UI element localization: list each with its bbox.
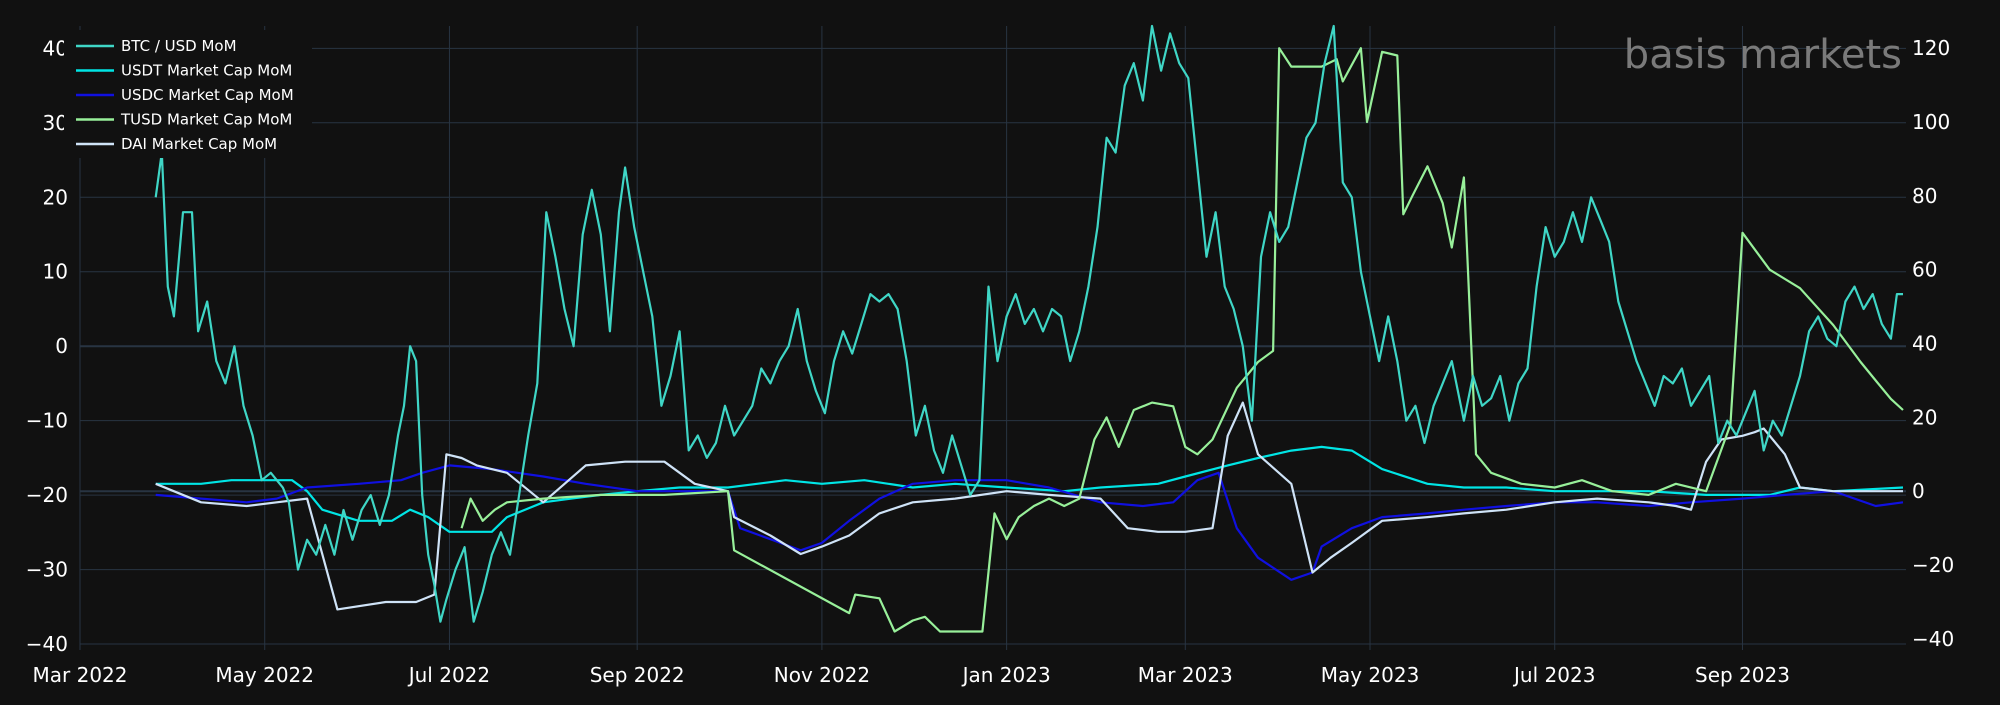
x-tick-label: Nov 2022 [774,663,870,687]
x-tick-label: Sep 2022 [590,663,685,687]
y-right-tick-label: 0 [1912,479,1925,503]
legend-label: USDC Market Cap MoM [121,86,294,104]
legend-label: USDT Market Cap MoM [121,62,292,80]
y-left-tick-label: 30 [43,111,68,135]
legend-label: TUSD Market Cap MoM [120,111,292,129]
series-line-usdt-market-cap-mom [155,445,1904,533]
x-tick-label: Jan 2023 [961,663,1051,687]
y-right-tick-label: 80 [1912,184,1937,208]
y-right-tick-label: 20 [1912,405,1937,429]
x-tick-label: May 2023 [1321,663,1420,687]
y-right-tick-label: 100 [1912,110,1950,134]
x-tick-label: Mar 2023 [1138,663,1233,687]
watermark: basis markets [1624,32,1902,78]
y-left-tick-label: 10 [43,260,68,284]
legend-label: BTC / USD MoM [121,37,237,55]
x-tick-label: May 2022 [215,663,314,687]
series-line-tusd-market-cap-mom [460,47,1904,633]
x-tick-label: Jul 2022 [407,663,490,687]
y-left-tick-label: 20 [43,185,68,209]
y-left-tick-label: −30 [26,558,68,582]
y-right-tick-label: 60 [1912,258,1937,282]
y-right-tick-label: 120 [1912,36,1950,60]
y-left-tick-label: 0 [55,334,68,358]
y-left-tick-label: −40 [26,632,68,656]
series-line-dai-market-cap-mom [155,401,1903,611]
legend: BTC / USD MoM USDT Market Cap MoM USDC Mar… [64,30,312,158]
axes: Mar 2022 May 2022 Jul 2022 Sep 2022 Nov 2022… [26,36,1954,687]
x-tick-label: Mar 2022 [33,663,128,687]
legend-label: DAI Market Cap MoM [121,135,277,153]
y-left-tick-label: 40 [43,36,68,60]
y-right-tick-label: −40 [1912,627,1954,651]
x-tick-label: Sep 2023 [1695,663,1790,687]
y-left-tick-label: −20 [26,483,68,507]
plot-area [154,24,1904,633]
x-tick-label: Jul 2023 [1512,663,1595,687]
y-right-tick-label: −20 [1912,553,1954,577]
series-line-btc-usd-mom [154,24,1903,623]
y-right-tick-label: 40 [1912,332,1937,356]
y-left-tick-label: −10 [26,409,68,433]
